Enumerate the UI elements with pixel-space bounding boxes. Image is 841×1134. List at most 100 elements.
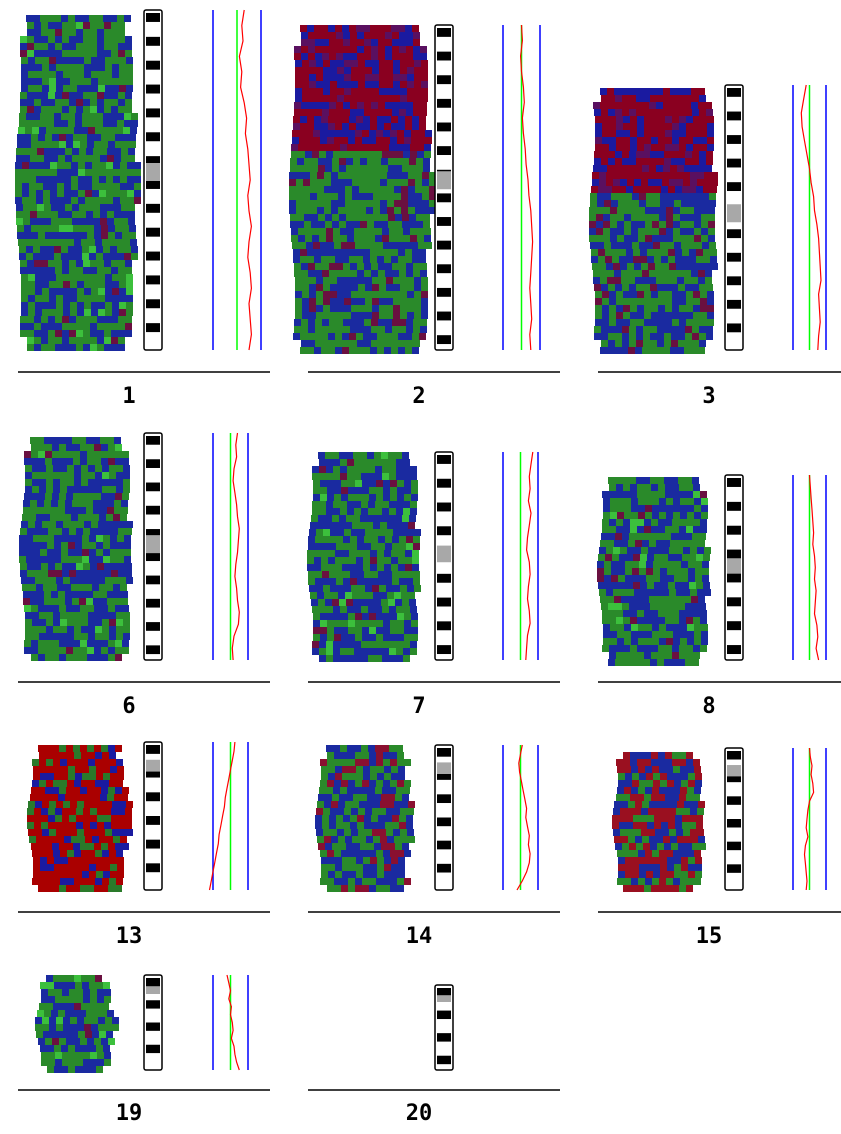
image-tile: [627, 263, 634, 270]
image-tile: [671, 340, 678, 347]
image-tile: [115, 605, 122, 612]
image-tile: [420, 319, 427, 326]
image-tile: [652, 235, 659, 242]
image-tile: [69, 92, 76, 99]
image-tile: [324, 200, 331, 207]
image-tile: [349, 857, 356, 864]
image-tile: [111, 50, 118, 57]
image-tile: [328, 25, 335, 32]
image-tile: [365, 74, 372, 81]
image-tile: [344, 67, 351, 74]
image-tile: [681, 575, 688, 582]
image-tile: [643, 326, 650, 333]
image-tile: [123, 486, 130, 493]
image-tile: [610, 498, 617, 505]
image-tile: [40, 549, 47, 556]
image-tile: [90, 323, 97, 330]
image-tile: [680, 624, 687, 631]
image-tile: [685, 477, 692, 484]
image-tile: [421, 74, 428, 81]
image-tile: [89, 1045, 96, 1052]
image-tile: [125, 99, 132, 106]
image-tile: [693, 617, 700, 624]
image-tile: [414, 277, 421, 284]
image-tile: [97, 528, 104, 535]
image-tile: [330, 808, 337, 815]
image-tile: [610, 214, 617, 221]
image-tile: [81, 975, 88, 982]
image-tile: [665, 759, 672, 766]
image-tile: [595, 298, 602, 305]
image-tile: [313, 130, 320, 137]
image-tile: [48, 528, 55, 535]
image-tile: [84, 274, 91, 281]
image-tile: [297, 214, 304, 221]
image-tile: [314, 25, 321, 32]
image-tile: [102, 612, 109, 619]
image-tile: [49, 85, 56, 92]
image-tile: [92, 190, 99, 197]
image-tile: [420, 46, 427, 53]
image-tile: [603, 638, 610, 645]
image-tile: [382, 787, 389, 794]
image-tile: [688, 773, 695, 780]
image-tile: [336, 340, 343, 347]
image-tile: [316, 67, 323, 74]
image-tile: [625, 568, 632, 575]
image-tile: [361, 606, 368, 613]
image-tile: [672, 645, 679, 652]
image-tile: [357, 109, 364, 116]
image-tile: [41, 808, 48, 815]
image-tile: [637, 123, 644, 130]
image-tile: [656, 347, 663, 354]
image-tile: [397, 878, 404, 885]
image-tile: [711, 172, 718, 179]
image-tile: [302, 284, 309, 291]
image-tile: [51, 155, 58, 162]
image-tile: [344, 585, 351, 592]
image-tile: [51, 598, 58, 605]
image-tile: [659, 766, 666, 773]
image-tile: [405, 256, 412, 263]
image-tile: [355, 480, 362, 487]
image-tile: [105, 302, 112, 309]
image-tile: [662, 808, 669, 815]
image-tile: [357, 46, 364, 53]
image-tile: [68, 1045, 75, 1052]
image-tile: [77, 57, 84, 64]
image-tile: [629, 603, 636, 610]
image-tile: [642, 277, 649, 284]
image-tile: [92, 162, 99, 169]
image-tile: [112, 85, 119, 92]
image-tile: [34, 323, 41, 330]
image-tile: [95, 752, 102, 759]
image-tile: [327, 130, 334, 137]
image-tile: [20, 106, 27, 113]
image-tile: [42, 71, 49, 78]
image-tile: [335, 871, 342, 878]
image-tile: [703, 186, 710, 193]
image-tile: [685, 533, 692, 540]
image-tile: [72, 507, 79, 514]
image-tile: [367, 843, 374, 850]
image-tile: [75, 246, 82, 253]
image-tile: [623, 291, 630, 298]
image-tile: [710, 249, 717, 256]
image-tile: [109, 472, 116, 479]
image-tile: [337, 88, 344, 95]
image-tile: [377, 123, 384, 130]
image-tile: [70, 288, 77, 295]
image-tile: [116, 472, 123, 479]
image-tile: [642, 836, 649, 843]
image-tile: [625, 773, 632, 780]
image-tile: [607, 270, 614, 277]
image-tile: [385, 543, 392, 550]
image-tile: [84, 829, 91, 836]
image-tile: [345, 186, 352, 193]
image-tile: [682, 815, 689, 822]
image-tile: [336, 319, 343, 326]
image-tile: [33, 871, 40, 878]
image-tile: [84, 1017, 91, 1024]
image-tile: [692, 340, 699, 347]
image-tile: [115, 843, 122, 850]
